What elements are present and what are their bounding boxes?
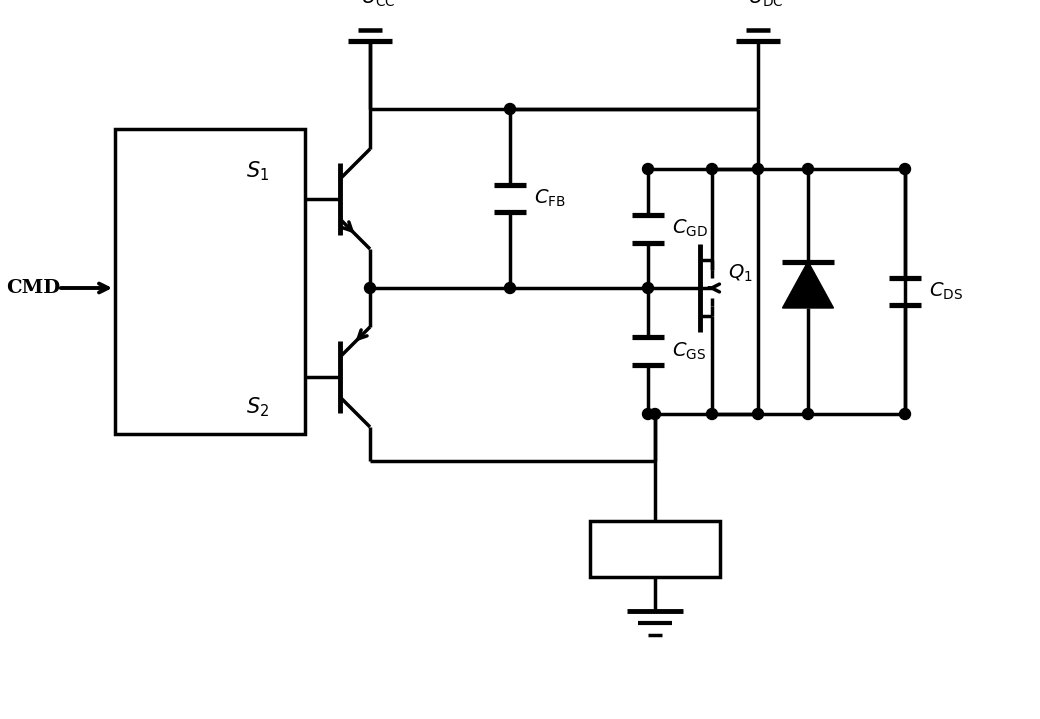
Text: $U_{\rm CC}$: $U_{\rm CC}$ (361, 0, 395, 9)
Text: $C_{\rm GD}$: $C_{\rm GD}$ (672, 218, 708, 239)
Circle shape (900, 408, 910, 419)
Circle shape (504, 104, 516, 114)
Bar (590, 521, 720, 577)
Bar (115, 129, 305, 434)
Text: $C_{\rm GS}$: $C_{\rm GS}$ (672, 340, 706, 362)
Circle shape (753, 408, 763, 419)
Text: $C_{\rm FB}$: $C_{\rm FB}$ (534, 188, 566, 209)
Circle shape (643, 163, 653, 175)
Circle shape (364, 283, 375, 293)
Text: $U_{\rm DC}$: $U_{\rm DC}$ (748, 0, 784, 9)
Circle shape (706, 163, 718, 175)
Text: $C_{\rm DS}$: $C_{\rm DS}$ (929, 281, 963, 302)
Circle shape (753, 163, 763, 175)
Circle shape (650, 408, 660, 419)
Text: $S_2$: $S_2$ (246, 395, 269, 418)
Text: 负载: 负载 (642, 538, 669, 560)
Circle shape (504, 283, 516, 293)
Text: $S_1$: $S_1$ (246, 159, 269, 183)
Circle shape (643, 283, 653, 293)
Text: $Q_1$: $Q_1$ (728, 262, 753, 284)
Text: CMD: CMD (6, 279, 60, 297)
Circle shape (803, 163, 813, 175)
Circle shape (803, 408, 813, 419)
Circle shape (900, 163, 910, 175)
Circle shape (706, 408, 718, 419)
Polygon shape (782, 262, 833, 308)
Circle shape (643, 408, 653, 419)
